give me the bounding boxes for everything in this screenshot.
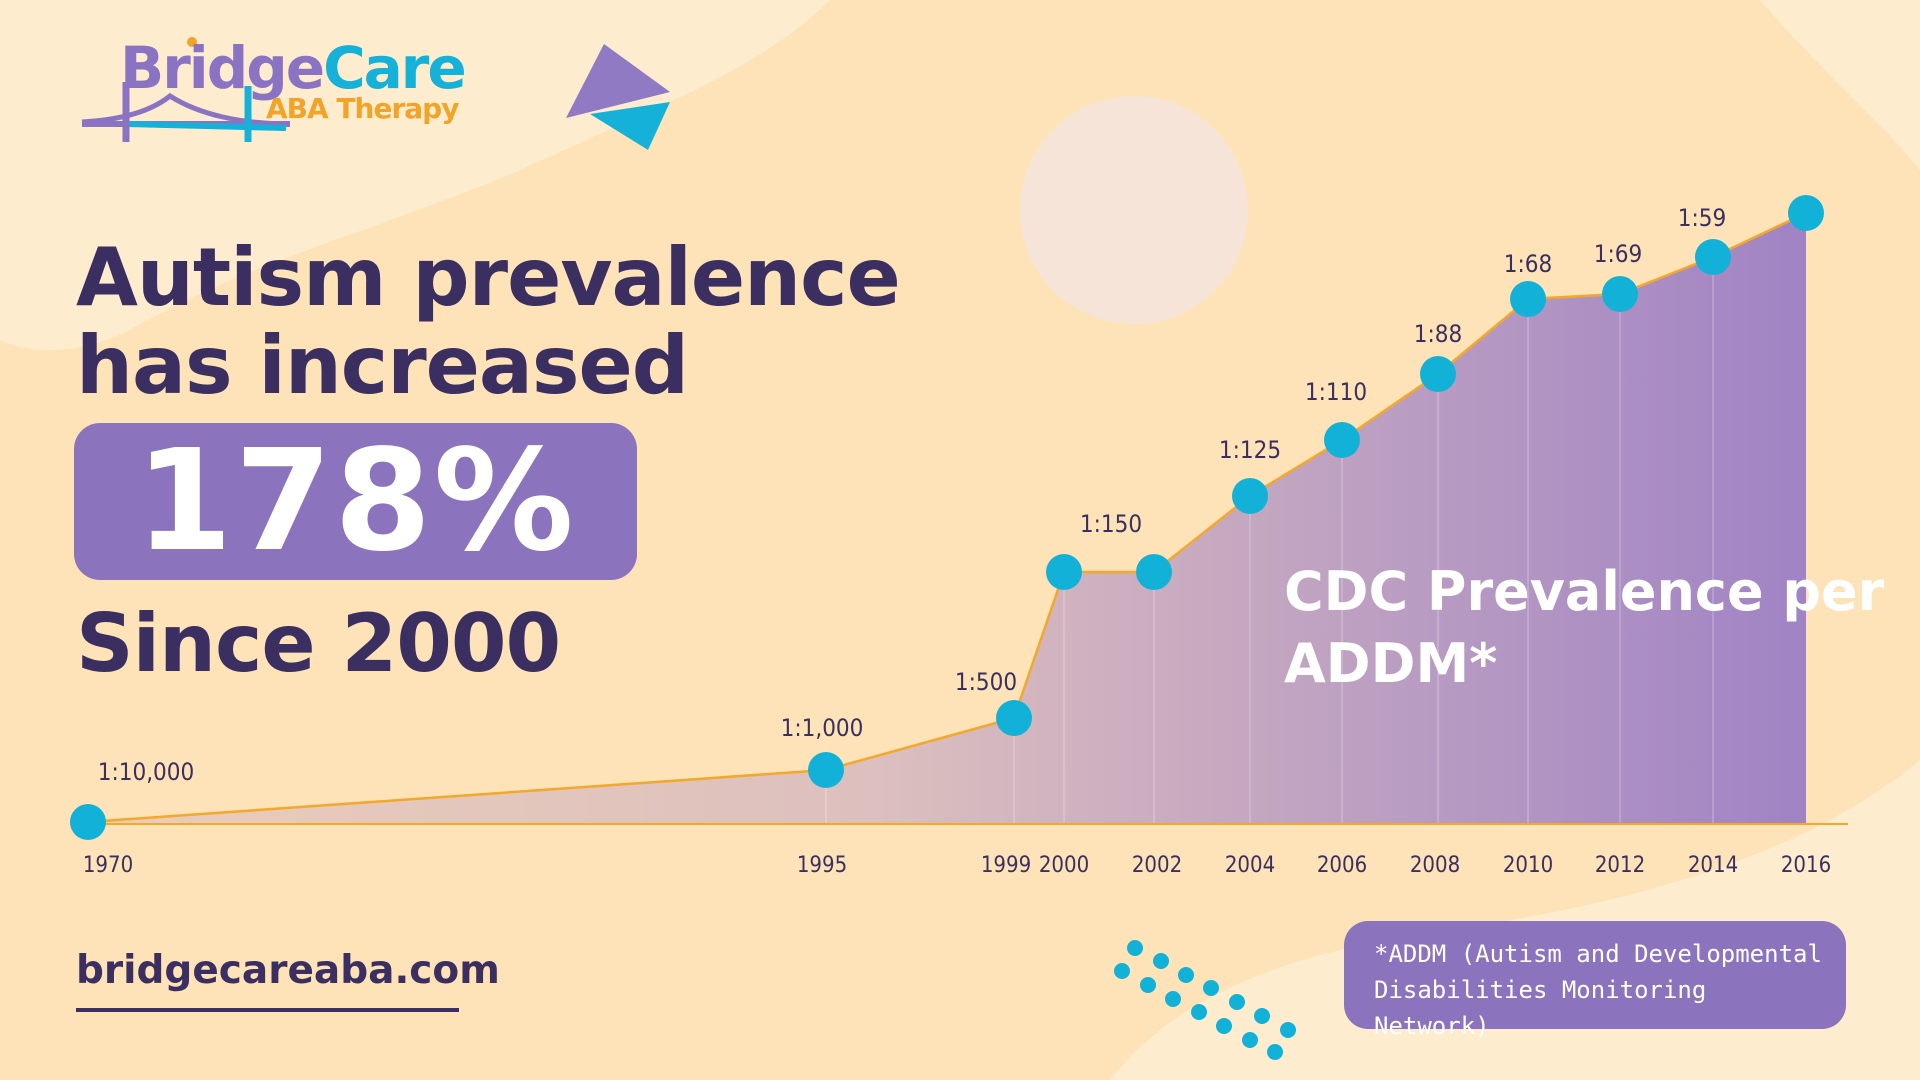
x-tick-label: 2012 <box>1595 853 1645 878</box>
x-tick-label: 1999 <box>981 853 1031 878</box>
brand-tagline: ABA Therapy <box>266 92 459 125</box>
headline-line2: has increased <box>76 319 689 412</box>
chart-data-label: 1:500 <box>955 668 1017 696</box>
chart-data-label: 1:125 <box>1219 436 1281 464</box>
chart-data-label: 1:88 <box>1414 320 1462 348</box>
chart-data-label: 1:10,000 <box>98 758 195 786</box>
chart-point-2014 <box>1695 239 1731 275</box>
decorative-dots <box>1114 940 1296 1060</box>
chart-point-2000 <box>1046 554 1082 590</box>
headline-line1: Autism prevalence <box>76 231 901 324</box>
x-tick-label: 2016 <box>1781 853 1831 878</box>
chart-data-label: 1:1,000 <box>781 714 864 742</box>
x-tick-label: 2014 <box>1688 853 1738 878</box>
chart-data-label: 1:110 <box>1305 378 1367 406</box>
chart-data-label: 1:150 <box>1080 510 1142 538</box>
x-tick-label: 1995 <box>797 853 847 878</box>
website-underline <box>76 1008 459 1012</box>
decorative-circle <box>1020 96 1248 324</box>
website-link[interactable]: bridgecareaba.com <box>76 948 500 993</box>
chart-data-label: 1:69 <box>1594 240 1642 268</box>
chart-data-label: 1:59 <box>1678 204 1726 232</box>
x-tick-label: 2010 <box>1503 853 1553 878</box>
chart-point-2004 <box>1232 478 1268 514</box>
kite-icon <box>566 44 670 150</box>
chart-point-2008 <box>1420 356 1456 392</box>
x-tick-label: 2002 <box>1132 853 1182 878</box>
chart-point-1995 <box>808 752 844 788</box>
footnote-box: *ADDM (Autism and Developmental Disabili… <box>1344 921 1846 1040</box>
chart-point-2002 <box>1136 554 1172 590</box>
footnote-line1: *ADDM (Autism and Developmental <box>1374 940 1822 968</box>
chart-point-2012 <box>1602 276 1638 312</box>
brand-logo: BridgeCare ABA Therapy <box>80 34 480 154</box>
chart-data-label: 1:68 <box>1504 250 1552 278</box>
x-tick-label: 2000 <box>1039 853 1089 878</box>
percent-value: 178% <box>135 420 576 583</box>
chart-point-2016 <box>1788 195 1824 231</box>
brand-name: BridgeCare <box>120 34 467 102</box>
brand-name-part1: Bridge <box>120 34 325 102</box>
chart-area-fill <box>88 213 1806 824</box>
percent-badge: 178% <box>74 423 637 580</box>
footnote-line2: Disabilities Monitoring Network) <box>1374 976 1707 1040</box>
brand-name-part2: Care <box>323 34 467 102</box>
chart-title: CDC Prevalence per ADDM* <box>1284 560 1885 695</box>
x-tick-label: 2004 <box>1225 853 1275 878</box>
x-tick-label: 2006 <box>1317 853 1367 878</box>
x-tick-label: 2008 <box>1410 853 1460 878</box>
since-text: Since 2000 <box>76 597 561 690</box>
footnote-text: *ADDM (Autism and Developmental Disabili… <box>1374 936 1834 1044</box>
chart-point-1999 <box>996 700 1032 736</box>
chart-point-2010 <box>1510 281 1546 317</box>
headline: Autism prevalence has increased <box>76 231 901 412</box>
bridge-logo-icon <box>81 37 291 142</box>
chart-point-2006 <box>1324 422 1360 458</box>
x-tick-label: 1970 <box>83 853 133 878</box>
chart-point-1970 <box>70 804 106 840</box>
